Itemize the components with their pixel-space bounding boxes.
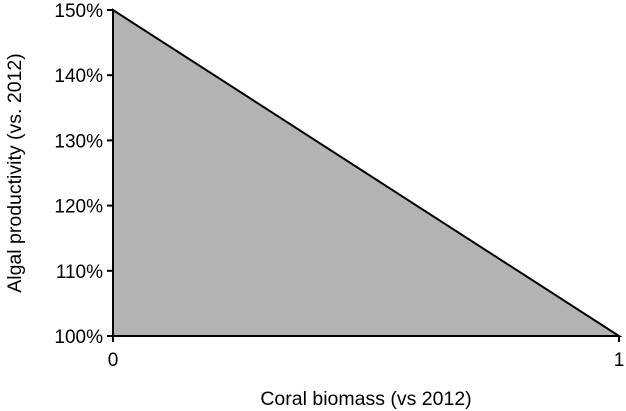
y-tick-label: 120%: [54, 197, 103, 218]
y-tick-label: 130%: [54, 131, 103, 152]
x-tick-label: 1: [614, 350, 625, 371]
y-tick-label: 140%: [54, 66, 103, 87]
x-tick-label: 0: [108, 350, 119, 371]
y-tick-label: 100%: [54, 327, 103, 348]
y-tick-label: 110%: [56, 262, 103, 283]
x-axis-title: Coral biomass (vs 2012): [260, 388, 471, 410]
y-tick-label: 150%: [54, 1, 103, 22]
area-series-0: [112, 8, 623, 337]
y-axis-title: Algal productivity (vs. 2012): [4, 53, 26, 293]
plot-area: [112, 8, 623, 337]
y-axis-ticks: 100% 110% 120% 130% 140% 150%: [54, 1, 113, 348]
